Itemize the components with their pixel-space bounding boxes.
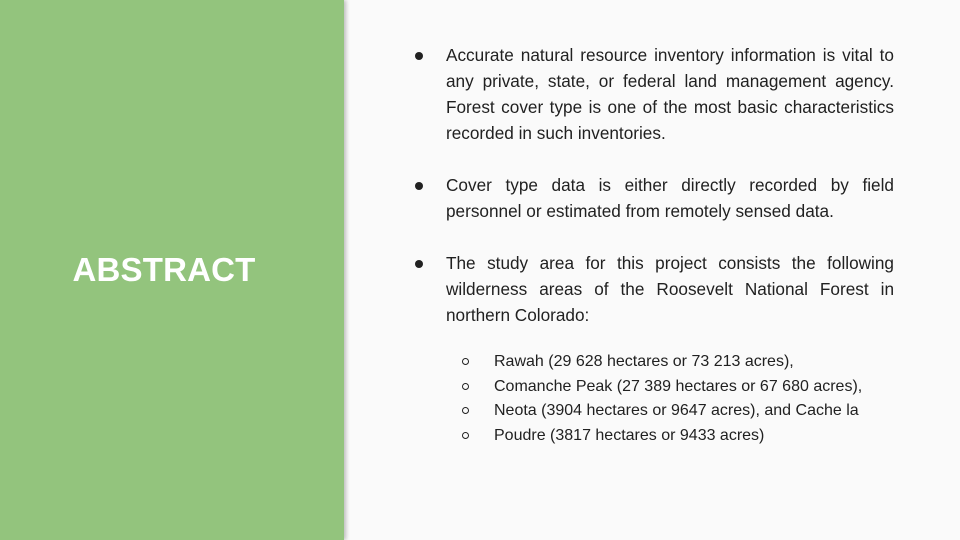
bullet-item: Accurate natural resource inventory info… xyxy=(412,42,894,146)
bullet-dot-icon xyxy=(415,260,423,268)
slide-title: ABSTRACT xyxy=(72,251,256,288)
bullet-item: The study area for this project consists… xyxy=(412,250,894,328)
circle-bullet-icon xyxy=(462,407,469,414)
sub-bullet-item: Poudre (3817 hectares or 9433 acres) xyxy=(462,424,892,449)
sub-bullet-item: Neota (3904 hectares or 9647 acres), and… xyxy=(462,399,892,424)
circle-bullet-icon xyxy=(462,431,469,439)
title-panel: ABSTRACT xyxy=(0,0,344,540)
circle-bullet-icon xyxy=(462,382,469,390)
bullet-item: Cover type data is either directly recor… xyxy=(412,172,894,224)
sub-bullet-text: Neota (3904 hectares or 9647 acres), and… xyxy=(494,402,859,419)
content-area: Accurate natural resource inventory info… xyxy=(412,42,894,452)
bullet-text: The study area for this project consists… xyxy=(446,253,894,325)
bullet-dot-icon xyxy=(415,182,423,190)
circle-bullet-icon xyxy=(462,358,469,365)
bullet-text: Accurate natural resource inventory info… xyxy=(446,45,894,143)
sub-bullet-list: Rawah (29 628 hectares or 73 213 acres),… xyxy=(462,350,892,448)
sub-bullet-text: Rawah (29 628 hectares or 73 213 acres), xyxy=(494,353,794,370)
sub-bullet-text: Poudre (3817 hectares or 9433 acres) xyxy=(494,426,765,444)
sub-bullet-text: Comanche Peak (27 389 hectares or 67 680… xyxy=(494,377,863,395)
bullet-dot-icon xyxy=(415,52,423,60)
bullet-list: Accurate natural resource inventory info… xyxy=(412,42,894,328)
sub-bullet-item: Rawah (29 628 hectares or 73 213 acres), xyxy=(462,350,892,375)
sub-bullet-item: Comanche Peak (27 389 hectares or 67 680… xyxy=(462,375,892,400)
bullet-text: Cover type data is either directly recor… xyxy=(446,175,894,221)
